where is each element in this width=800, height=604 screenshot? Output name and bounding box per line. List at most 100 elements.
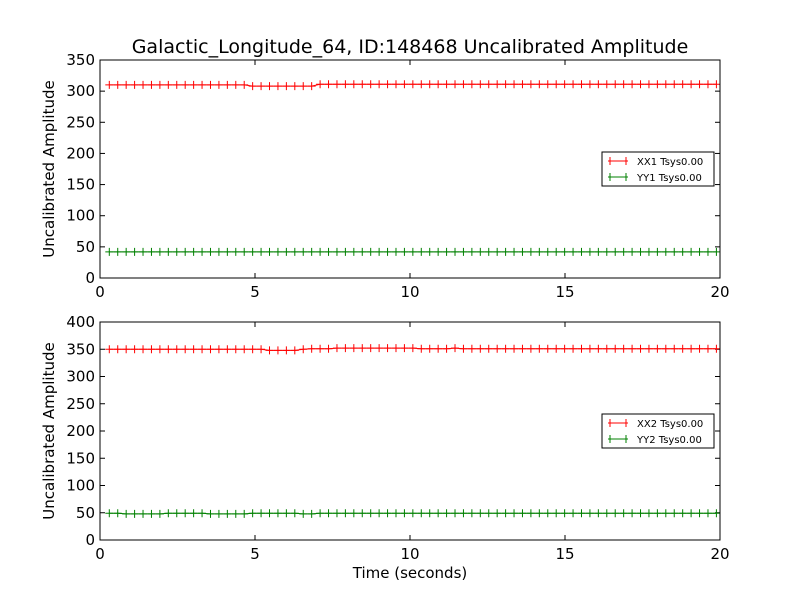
data-point-marker — [636, 80, 645, 89]
data-point-marker — [214, 509, 223, 518]
data-point-marker — [172, 247, 181, 256]
data-point-marker — [611, 509, 620, 518]
data-point-marker — [467, 247, 476, 256]
data-point-marker — [257, 82, 266, 91]
legend-marker-icon — [609, 419, 627, 427]
data-point-marker — [223, 80, 232, 89]
data-point-marker — [105, 345, 114, 354]
data-point-marker — [206, 509, 215, 518]
data-point-marker — [644, 509, 653, 518]
data-point-marker — [476, 344, 485, 353]
data-point-marker — [349, 80, 358, 89]
data-point-marker — [451, 80, 460, 89]
data-point-marker — [290, 82, 299, 91]
data-point-marker — [113, 247, 122, 256]
data-point-marker — [628, 247, 637, 256]
data-point-marker — [265, 247, 274, 256]
data-point-marker — [518, 344, 527, 353]
data-point-marker — [636, 509, 645, 518]
data-point-marker — [602, 247, 611, 256]
data-point-marker — [670, 80, 679, 89]
data-point-marker — [526, 344, 535, 353]
data-point-marker — [307, 82, 316, 91]
data-point-marker — [661, 509, 670, 518]
data-point-marker — [307, 344, 316, 353]
data-point-marker — [653, 247, 662, 256]
data-point-marker — [518, 509, 527, 518]
data-point-marker — [594, 509, 603, 518]
data-point-marker — [332, 344, 341, 353]
data-point-marker — [712, 509, 721, 518]
data-point-marker — [577, 344, 586, 353]
data-point-marker — [417, 247, 426, 256]
data-point-marker — [434, 247, 443, 256]
x-tick-label: 10 — [400, 283, 419, 301]
legend-label: XX1 Tsys0.00 — [637, 157, 703, 168]
data-point-marker — [400, 247, 409, 256]
data-point-marker — [476, 80, 485, 89]
data-point-marker — [467, 344, 476, 353]
data-point-marker — [299, 509, 308, 518]
data-point-marker — [560, 509, 569, 518]
data-point-marker — [585, 80, 594, 89]
data-point-marker — [189, 509, 198, 518]
data-point-marker — [552, 247, 561, 256]
data-point-marker — [206, 80, 215, 89]
data-point-marker — [349, 509, 358, 518]
data-point-marker — [257, 509, 266, 518]
data-point-marker — [484, 247, 493, 256]
data-point-marker — [383, 509, 392, 518]
data-point-marker — [391, 509, 400, 518]
data-point-marker — [383, 80, 392, 89]
data-point-marker — [155, 247, 164, 256]
data-point-marker — [391, 80, 400, 89]
ylabel-top: Uncalibrated Amplitude — [40, 80, 58, 257]
data-point-marker — [501, 344, 510, 353]
data-point-marker — [189, 80, 198, 89]
data-point-marker — [434, 509, 443, 518]
data-point-marker — [155, 80, 164, 89]
data-point-marker — [712, 80, 721, 89]
data-point-marker — [105, 80, 114, 89]
data-point-marker — [552, 80, 561, 89]
data-point-marker — [560, 344, 569, 353]
y-tick-label: 50 — [76, 504, 95, 522]
data-point-marker — [569, 80, 578, 89]
y-tick-label: 350 — [66, 340, 95, 358]
data-point-marker — [628, 509, 637, 518]
x-tick-label: 15 — [555, 283, 574, 301]
data-point-marker — [198, 80, 207, 89]
data-point-marker — [661, 344, 670, 353]
data-point-marker — [265, 509, 274, 518]
data-point-marker — [273, 247, 282, 256]
data-point-marker — [130, 80, 139, 89]
data-point-marker — [493, 80, 502, 89]
data-point-marker — [383, 344, 392, 353]
data-point-marker — [510, 80, 519, 89]
y-tick-label: 200 — [66, 144, 95, 162]
y-tick-label: 350 — [66, 51, 95, 69]
data-point-marker — [467, 80, 476, 89]
data-point-marker — [661, 80, 670, 89]
x-tick-label: 20 — [710, 283, 729, 301]
legend-marker-icon — [609, 157, 627, 165]
data-point-marker — [518, 80, 527, 89]
data-point-marker — [181, 509, 190, 518]
data-point-marker — [366, 509, 375, 518]
y-tick-label: 0 — [85, 531, 95, 549]
data-point-marker — [147, 345, 156, 354]
data-point-marker — [172, 80, 181, 89]
data-point-marker — [467, 509, 476, 518]
data-point-marker — [400, 509, 409, 518]
data-point-marker — [214, 247, 223, 256]
data-point-marker — [459, 80, 468, 89]
legend-box — [601, 413, 715, 449]
data-point-marker — [476, 509, 485, 518]
data-point-marker — [459, 247, 468, 256]
data-point-marker — [703, 80, 712, 89]
data-point-marker — [155, 345, 164, 354]
y-tick-label: 150 — [66, 449, 95, 467]
legend: XX1 Tsys0.00 YY1 Tsys0.00 — [601, 151, 715, 187]
data-point-marker — [341, 344, 350, 353]
